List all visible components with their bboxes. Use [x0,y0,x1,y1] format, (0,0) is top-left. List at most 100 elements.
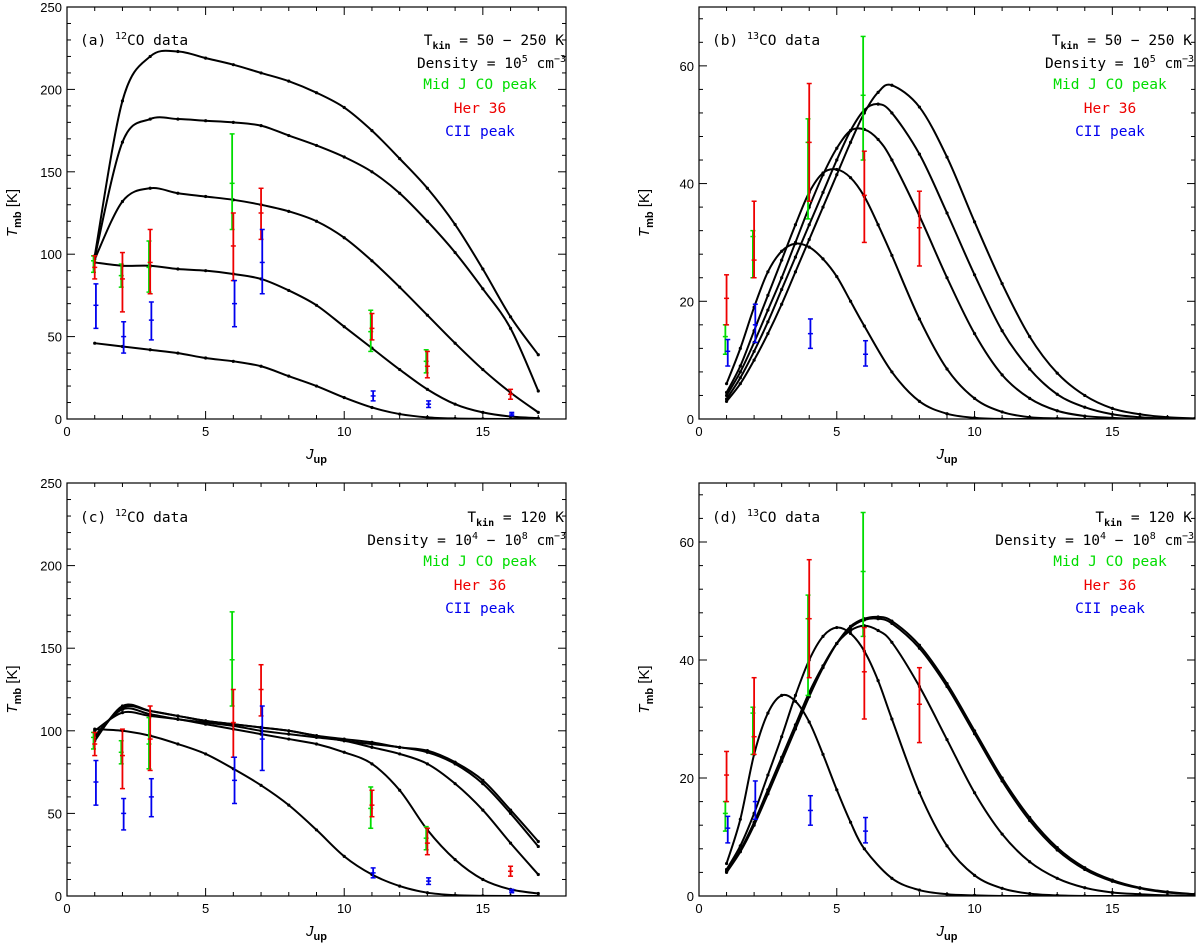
panel-c-model-2-point [453,858,457,862]
panel-a-model-5-point [231,63,235,67]
panel-d-model-2-point [972,873,977,877]
panel-d-model-3-point [1110,890,1114,895]
panel-c-model-5-point [481,778,485,782]
panel-a-model-1-point [370,405,374,410]
panel-d-model-5-point [835,641,839,646]
panel-d-model-3-point [1165,893,1170,896]
panel-a-model-4-point [314,143,319,148]
panel-a-model-3-point [314,219,319,223]
panel-d-model-3-point [1000,832,1004,836]
panel-c-model-2-point [398,788,402,792]
panel-d-density: Density = 104 − 108 cm−3 [995,531,1194,549]
panel-c-ytick-label: 200 [40,559,62,574]
panel-d-model-1-point [862,847,866,851]
panel-a-model-3-point [287,209,291,213]
panel-c-ytick-label: 150 [40,641,62,656]
panel-d-model-curve-4 [725,617,1195,896]
panel-b-model-1-point [917,399,922,403]
panel-b-model-3-point [1055,409,1059,413]
panel-d-model-1-point [945,892,949,896]
panel-a-model-2-point [536,416,540,419]
panel-b-model-3-point [835,146,839,150]
panel-b-model-5-point [780,302,784,306]
panel-c-model-3-point [453,782,457,786]
panel-b-model-4-point [876,102,880,106]
panel-d-model-5-point [738,850,742,854]
panel-c-models [93,703,540,896]
panel-a-ytick-label: 0 [55,412,62,427]
panel-b-model-4-point [738,376,742,380]
panel-b-model-5-point [1028,335,1032,339]
panel-b-xlabel: Jup [936,446,958,466]
panel-a-legend-cii: CII peak [445,124,515,140]
panel-a-model-3-point [425,313,429,317]
panel-a-model-5-point [148,54,152,59]
panel-a-xtick-label: 5 [202,424,209,439]
panel-b-model-2-point [876,223,880,227]
panel-a-model-3-point [370,259,374,263]
panel-a-model-2-point [204,269,208,273]
panel-a-density: Density = 105 cm−3 [417,54,566,72]
panel-c-model-3-point [481,808,485,812]
panel-d-legend-cii: CII peak [1075,601,1145,617]
panel-b-model-3-point [890,158,894,162]
panel-a-model-4-point [453,250,457,255]
panel-c-obs-midj [91,611,429,851]
panel-b-model-4-point [807,223,811,227]
panel-d-model-5-point [945,682,949,686]
panel-c-model-3-point [398,752,402,756]
panel-b-ytick-label: 0 [687,412,694,427]
panel-a-model-4-point [370,170,374,174]
panel-b-obs-cii [725,303,869,367]
panel-d-model-1-point [917,888,922,892]
panel-d-model-1-point [780,693,784,698]
panel-b-model-5-point [945,155,949,159]
panel-a-model-2-point [398,367,402,372]
panel-d-model-3-point [1138,892,1142,896]
panel-d-model-1-point [1000,894,1004,896]
panel-c-ylabel: Tmb [K] [4,665,24,713]
panel-a-model-5-point [342,105,346,110]
panel-a-model-4-point [287,133,291,138]
panel-c-model-5-point [204,719,208,723]
panel-a-model-4-point [425,219,429,223]
panel-a-ytick-label: 150 [40,165,62,180]
panel-b-model-2-point [793,223,798,227]
panel-c-model-5-point [536,839,540,844]
panel-a-model-4-point [204,119,208,123]
panel-b-model-5-point [848,140,853,144]
panel-d-model-2-point [780,735,784,739]
panel-a-model-4-point [148,117,152,121]
panel-c-model-3-point [287,732,291,736]
panel-c-model-4-point [508,811,513,816]
panel-b-model-3-point [1028,396,1032,400]
panel-a-model-curve-4 [93,116,540,392]
panel-b-model-3-point [780,276,784,280]
panel-c-model-5-point [314,734,319,738]
panel-a-model-2-point [342,325,346,329]
panel-a-xlabel: Jup [305,446,327,466]
panel-b-model-1-point [724,382,729,386]
panel-d-model-5-point [1000,776,1004,780]
panel-a-title: (a) 12CO data [80,31,188,49]
panel-b-model-3-point [1110,416,1114,419]
panel-d-plot: 0 5 10 15 0 20 40 60 Jup Tmb [K] [636,482,1196,943]
panel-b-model-4-point [1000,329,1004,333]
panel-d-ytick-label: 60 [680,535,694,550]
panel-c-model-5-point [287,729,291,733]
panel-b-temperature: Tkin = 50 − 250 K [1052,33,1193,52]
panel-b-model-1-point [835,274,839,279]
panel-b-model-curve-4 [725,103,1195,419]
panel-d-model-2-point [1110,894,1114,896]
panel-b-model-4-point [793,255,798,259]
panel-d-model-1-point [848,820,853,824]
panel-c-model-5-point [508,808,513,812]
panel-d-legend-midj: Mid J CO peak [1053,554,1167,570]
panel-a-model-5-point [120,99,125,103]
panel-c-model-1-point [259,783,263,787]
panel-a-model-1-point [176,351,180,355]
panel-d-model-2-point [848,631,853,636]
